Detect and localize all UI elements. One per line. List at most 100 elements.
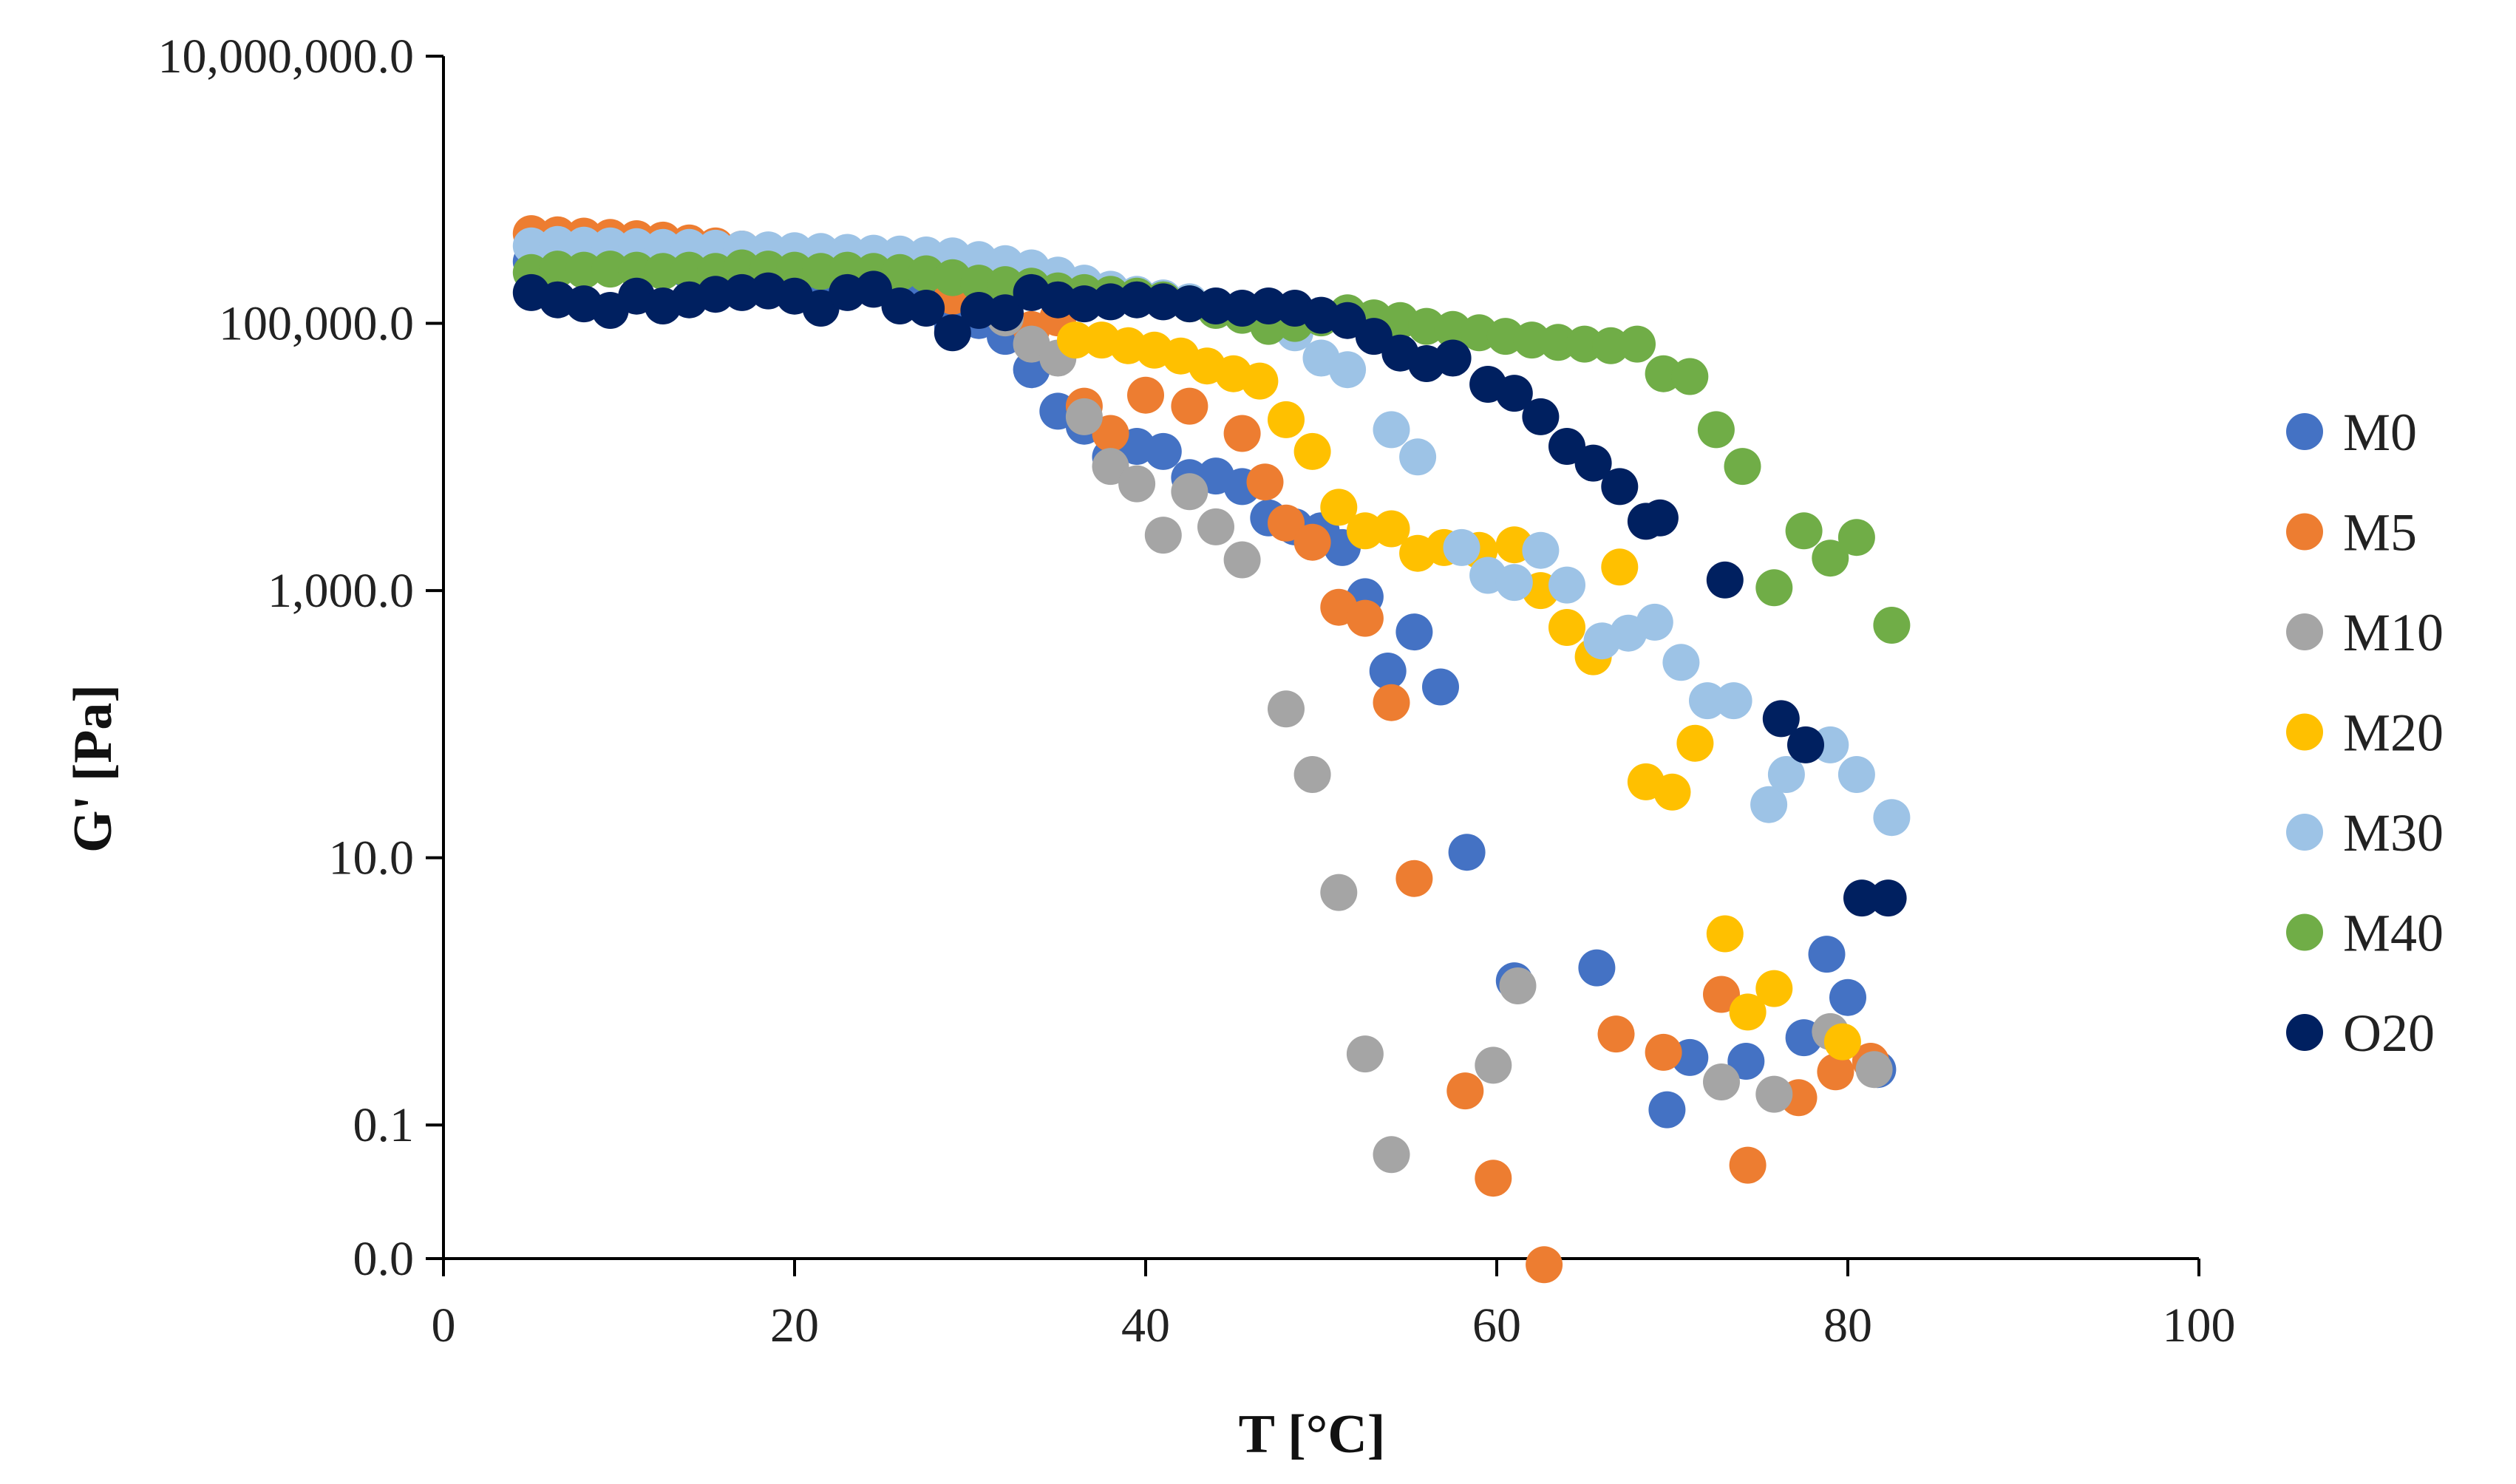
data-point — [1373, 510, 1410, 548]
data-point — [1223, 541, 1261, 579]
data-point — [776, 251, 813, 289]
data-point — [1755, 970, 1793, 1007]
data-point — [802, 253, 840, 290]
data-point — [1706, 915, 1744, 953]
legend-label: M10 — [2343, 603, 2444, 662]
data-point — [1171, 285, 1208, 323]
data-point — [1785, 512, 1823, 550]
data-point — [1092, 415, 1129, 452]
data-point — [1843, 879, 1880, 917]
data-point — [618, 251, 656, 289]
data-point — [1706, 561, 1744, 599]
data-point — [1619, 325, 1656, 363]
data-point — [1522, 398, 1560, 435]
data-point — [1246, 463, 1284, 501]
data-point — [1320, 489, 1358, 526]
data-point — [1808, 936, 1846, 973]
legend-label: M40 — [2343, 904, 2444, 963]
data-point — [1355, 318, 1393, 355]
y-tick-label: 100,000.0 — [219, 297, 414, 351]
data-point — [1578, 949, 1616, 987]
y-axis-title: G' [Pa] — [63, 684, 123, 853]
data-point — [1268, 690, 1305, 728]
data-point — [1873, 607, 1911, 644]
data-point — [1399, 438, 1437, 476]
data-point — [1241, 362, 1279, 400]
legend-marker — [2286, 413, 2323, 450]
data-point — [960, 265, 998, 302]
data-point — [1697, 411, 1735, 449]
y-tick-label: 1,000.0 — [268, 564, 414, 618]
x-axis-ticks: 0 20 40 60 80 100 — [432, 1259, 2236, 1352]
data-point — [1548, 609, 1585, 646]
data-point — [1495, 564, 1533, 602]
legend: M0 M5 M10 M20 M30 M40 O20 — [2286, 403, 2444, 1063]
data-point — [1653, 773, 1691, 811]
data-point — [1446, 1072, 1484, 1110]
data-point — [1144, 432, 1182, 470]
data-point — [1703, 1063, 1740, 1100]
series-o20 — [512, 270, 1907, 917]
data-point — [1750, 786, 1788, 823]
data-point — [1293, 756, 1331, 793]
legend-marker — [2286, 513, 2323, 551]
data-point — [723, 273, 761, 311]
data-point — [1475, 1046, 1512, 1084]
data-point — [1092, 448, 1129, 486]
legend-marker — [2286, 1014, 2323, 1051]
legend-label: M5 — [2343, 503, 2417, 562]
data-point — [1855, 1051, 1893, 1089]
data-point — [934, 314, 971, 352]
legend-marker — [2286, 713, 2323, 751]
data-point — [1346, 599, 1384, 637]
data-point — [1373, 684, 1410, 721]
data-point — [1767, 756, 1805, 793]
data-point — [1223, 415, 1261, 452]
data-point — [1268, 401, 1305, 438]
data-point — [1346, 512, 1384, 550]
data-point — [1873, 799, 1911, 837]
data-points — [512, 215, 1911, 1284]
data-point — [697, 276, 735, 313]
x-tick-label: 80 — [1823, 1298, 1872, 1352]
data-point — [1448, 834, 1486, 871]
data-point — [1837, 519, 1875, 556]
data-point — [1662, 644, 1700, 681]
data-point — [1729, 993, 1767, 1031]
data-point — [1268, 504, 1305, 542]
data-point — [1812, 540, 1849, 577]
data-point — [1724, 448, 1761, 486]
data-point — [1475, 1160, 1512, 1197]
data-point — [1329, 351, 1367, 389]
x-axis-title: T [°C] — [1239, 1404, 1386, 1465]
data-point — [1395, 860, 1433, 897]
data-point — [1641, 499, 1679, 537]
data-point — [1729, 1146, 1767, 1184]
data-point — [1565, 325, 1603, 363]
data-point — [1755, 569, 1793, 607]
data-point — [1127, 376, 1164, 414]
data-point — [1434, 339, 1472, 377]
data-point — [1443, 528, 1480, 566]
data-point — [539, 251, 577, 288]
data-point — [1645, 1033, 1682, 1071]
data-point — [1869, 879, 1907, 917]
data-point — [1369, 653, 1407, 690]
legend-label: M30 — [2343, 803, 2444, 862]
data-point — [1499, 967, 1537, 1004]
data-point — [1755, 1075, 1793, 1113]
data-point — [1817, 1053, 1854, 1091]
legend-label: M20 — [2343, 704, 2444, 763]
data-point — [1171, 473, 1208, 511]
x-tick-label: 0 — [432, 1298, 456, 1352]
data-point — [1373, 411, 1410, 449]
data-point — [670, 251, 708, 289]
data-point — [1171, 387, 1208, 425]
data-point — [1671, 358, 1709, 395]
data-point — [1293, 523, 1331, 561]
legend-label: M0 — [2343, 403, 2417, 462]
data-point — [1422, 668, 1459, 706]
y-tick-label: 10,000,000.0 — [158, 30, 415, 84]
data-point — [1118, 281, 1156, 319]
data-point — [1636, 603, 1673, 641]
